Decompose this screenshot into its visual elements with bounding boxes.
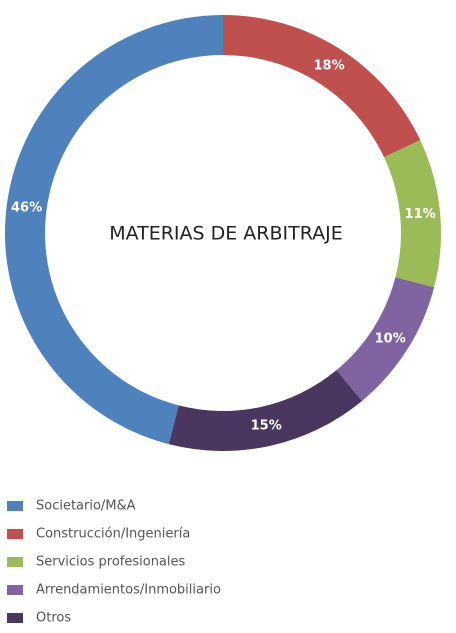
- legend-swatch: [7, 529, 23, 539]
- value-label: 11%: [405, 207, 436, 222]
- legend-label: Arrendamientos/Inmobiliario: [36, 583, 221, 598]
- chart-title: MATERIAS DE ARBITRAJE: [109, 223, 343, 245]
- value-label: 46%: [11, 201, 42, 216]
- legend-swatch: [7, 557, 23, 567]
- donut-slice: [336, 277, 435, 401]
- legend-label: Construcción/Ingeniería: [36, 527, 190, 542]
- donut-slice: [5, 15, 224, 445]
- legend-swatch: [7, 613, 23, 623]
- donut-slice: [223, 15, 421, 158]
- legend-label: Otros: [36, 611, 71, 626]
- donut-slice: [384, 140, 441, 288]
- legend-label: Societario/M&A: [36, 499, 136, 514]
- value-label: 10%: [375, 332, 406, 347]
- legend-swatch: [7, 501, 23, 511]
- legend-swatch: [7, 585, 23, 595]
- legend-label: Servicios profesionales: [36, 555, 186, 570]
- donut-slice: [168, 370, 362, 451]
- value-label: 18%: [314, 58, 345, 73]
- value-label: 15%: [251, 419, 282, 434]
